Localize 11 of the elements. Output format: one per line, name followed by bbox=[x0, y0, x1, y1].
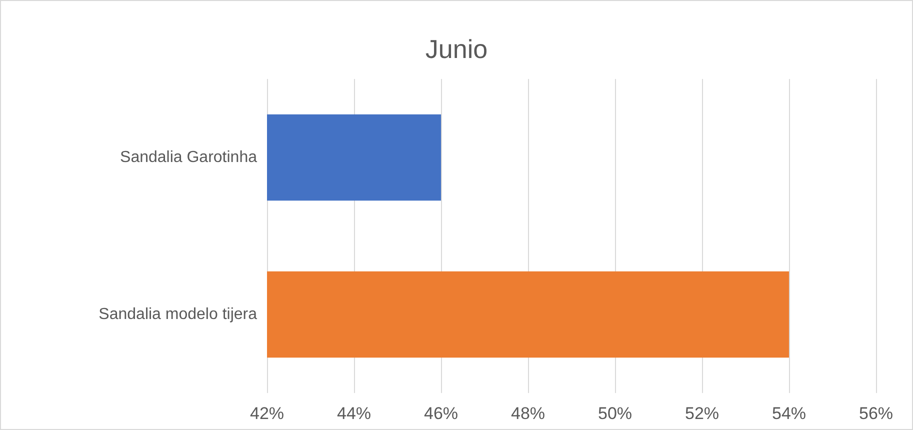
x-tick-label: 54% bbox=[772, 404, 806, 423]
x-tick-label: 56% bbox=[858, 404, 894, 423]
y-tick-label: Sandalia Garotinha bbox=[120, 149, 258, 166]
x-tick-label: 48% bbox=[510, 404, 546, 423]
chart-title: Junio bbox=[425, 34, 488, 64]
x-tick-label: 46% bbox=[424, 404, 458, 423]
x-tick-label: 44% bbox=[336, 404, 372, 423]
x-tick-label: 42% bbox=[250, 404, 284, 423]
x-tick-label: 50% bbox=[598, 404, 632, 423]
x-tick-label: 52% bbox=[684, 404, 720, 423]
y-tick-label: Sandalia modelo tijera bbox=[98, 306, 258, 323]
